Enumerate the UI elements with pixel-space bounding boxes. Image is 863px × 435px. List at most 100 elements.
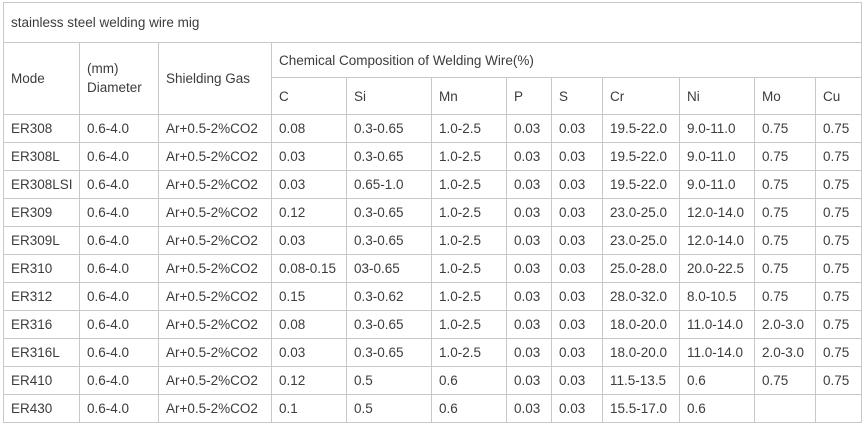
cell-shielding-gas: Ar+0.5-2%CO2	[158, 142, 272, 171]
cell-mode: ER309L	[3, 226, 80, 255]
cell-shielding-gas: Ar+0.5-2%CO2	[158, 114, 272, 143]
cell-mn: 1.0-2.5	[431, 254, 507, 283]
cell-shielding-gas: Ar+0.5-2%CO2	[158, 170, 272, 199]
cell-c: 0.08	[271, 114, 347, 143]
cell-c: 0.1	[271, 394, 347, 423]
cell-cr: 28.0-32.0	[602, 282, 680, 311]
cell-s: 0.03	[551, 254, 603, 283]
cell-p: 0.03	[506, 170, 552, 199]
cell-cu: 0.75	[814, 366, 863, 395]
page-title: stainless steel welding wire mig	[2, 2, 863, 43]
cell-s: 0.03	[551, 170, 603, 199]
cell-p: 0.03	[506, 226, 552, 255]
cell-si: 0.3-0.65	[346, 114, 432, 143]
cell-c: 0.12	[271, 366, 347, 395]
cell-diameter: 0.6-4.0	[79, 338, 159, 367]
cell-cr: 18.0-20.0	[602, 338, 680, 367]
cell-mode: ER312	[3, 282, 80, 311]
cell-mode: ER316L	[3, 338, 80, 367]
column-header-si: Si	[346, 77, 432, 115]
cell-c: 0.08	[271, 310, 347, 339]
column-header-s: S	[551, 77, 603, 115]
cell-mo: 0.75	[754, 226, 816, 255]
cell-p: 0.03	[506, 254, 552, 283]
table-row: ER308LSI 0.6-4.0 Ar+0.5-2%CO2 0.03 0.65-1.0 1…	[3, 170, 863, 199]
cell-ni: 12.0-14.0	[679, 226, 755, 255]
cell-mo: 0.75	[754, 282, 816, 311]
cell-ni: 12.0-14.0	[679, 198, 755, 227]
cell-cu: 0.75	[814, 254, 863, 283]
cell-mo: 0.75	[754, 114, 816, 143]
column-header-mode: Mode	[3, 42, 80, 115]
cell-cr: 25.0-28.0	[602, 254, 680, 283]
cell-ni: 0.6	[679, 394, 755, 423]
cell-shielding-gas: Ar+0.5-2%CO2	[158, 282, 272, 311]
cell-cu: 0.75	[814, 114, 863, 143]
table-row: ER316 0.6-4.0 Ar+0.5-2%CO2 0.08 0.3-0.65 1.0-…	[3, 310, 863, 339]
cell-mo: 0.75	[754, 254, 816, 283]
cell-si: 0.5	[346, 366, 432, 395]
cell-shielding-gas: Ar+0.5-2%CO2	[158, 198, 272, 227]
cell-p: 0.03	[506, 338, 552, 367]
cell-diameter: 0.6-4.0	[79, 226, 159, 255]
cell-cu	[814, 394, 863, 423]
cell-diameter: 0.6-4.0	[79, 114, 159, 143]
cell-cu: 0.75	[814, 198, 863, 227]
cell-ni: 8.0-10.5	[679, 282, 755, 311]
title-row: stainless steel welding wire mig	[2, 2, 863, 43]
table-row: ER308 0.6-4.0 Ar+0.5-2%CO2 0.08 0.3-0.65 1.0-…	[3, 114, 863, 143]
table-row: ER410 0.6-4.0 Ar+0.5-2%CO2 0.12 0.5 0.6 0.03 0.…	[3, 366, 863, 395]
cell-cr: 19.5-22.0	[602, 170, 680, 199]
cell-si: 0.3-0.62	[346, 282, 432, 311]
cell-c: 0.15	[271, 282, 347, 311]
cell-p: 0.03	[506, 142, 552, 171]
column-header-diameter-line1: (mm)	[87, 61, 119, 77]
cell-cu: 0.75	[814, 142, 863, 171]
cell-p: 0.03	[506, 282, 552, 311]
cell-cr: 23.0-25.0	[602, 226, 680, 255]
cell-si: 0.3-0.65	[346, 198, 432, 227]
cell-ni: 11.0-14.0	[679, 310, 755, 339]
cell-mo: 2.0-3.0	[754, 310, 816, 339]
cell-p: 0.03	[506, 114, 552, 143]
cell-si: 0.3-0.65	[346, 226, 432, 255]
cell-cu: 0.75	[814, 170, 863, 199]
cell-mo: 0.75	[754, 170, 816, 199]
cell-shielding-gas: Ar+0.5-2%CO2	[158, 394, 272, 423]
cell-c: 0.08-0.15	[271, 254, 347, 283]
table-row: ER316L 0.6-4.0 Ar+0.5-2%CO2 0.03 0.3-0.65 1.0…	[3, 338, 863, 367]
cell-diameter: 0.6-4.0	[79, 170, 159, 199]
cell-cr: 18.0-20.0	[602, 310, 680, 339]
cell-diameter: 0.6-4.0	[79, 282, 159, 311]
cell-diameter: 0.6-4.0	[79, 310, 159, 339]
cell-si: 03-0.65	[346, 254, 432, 283]
cell-c: 0.12	[271, 198, 347, 227]
column-header-cr: Cr	[602, 77, 680, 115]
cell-mn: 1.0-2.5	[431, 310, 507, 339]
cell-cu: 0.75	[814, 282, 863, 311]
cell-mn: 1.0-2.5	[431, 338, 507, 367]
cell-si: 0.5	[346, 394, 432, 423]
cell-diameter: 0.6-4.0	[79, 366, 159, 395]
cell-c: 0.03	[271, 338, 347, 367]
column-header-ni: Ni	[679, 77, 755, 115]
cell-mode: ER410	[3, 366, 80, 395]
cell-mo	[754, 394, 816, 423]
cell-cr: 19.5-22.0	[602, 114, 680, 143]
cell-ni: 11.0-14.0	[679, 338, 755, 367]
table-row: ER310 0.6-4.0 Ar+0.5-2%CO2 0.08-0.15 03-0.65…	[3, 254, 863, 283]
cell-cr: 11.5-13.5	[602, 366, 680, 395]
cell-s: 0.03	[551, 338, 603, 367]
column-header-cu: Cu	[814, 77, 863, 115]
header-row-elements: C Si Mn P S Cr Ni Mo Cu	[4, 77, 863, 115]
cell-s: 0.03	[551, 394, 603, 423]
cell-mo: 2.0-3.0	[754, 338, 816, 367]
cell-mn: 0.6	[431, 366, 507, 395]
table-body: ER308 0.6-4.0 Ar+0.5-2%CO2 0.08 0.3-0.65 1.0-…	[3, 114, 863, 423]
cell-mode: ER310	[3, 254, 80, 283]
cell-si: 0.3-0.65	[346, 338, 432, 367]
column-header-diameter-line2: Diameter	[87, 79, 142, 95]
cell-mn: 1.0-2.5	[431, 114, 507, 143]
column-header-composition: Chemical Composition of Welding Wire(%)	[270, 42, 863, 78]
